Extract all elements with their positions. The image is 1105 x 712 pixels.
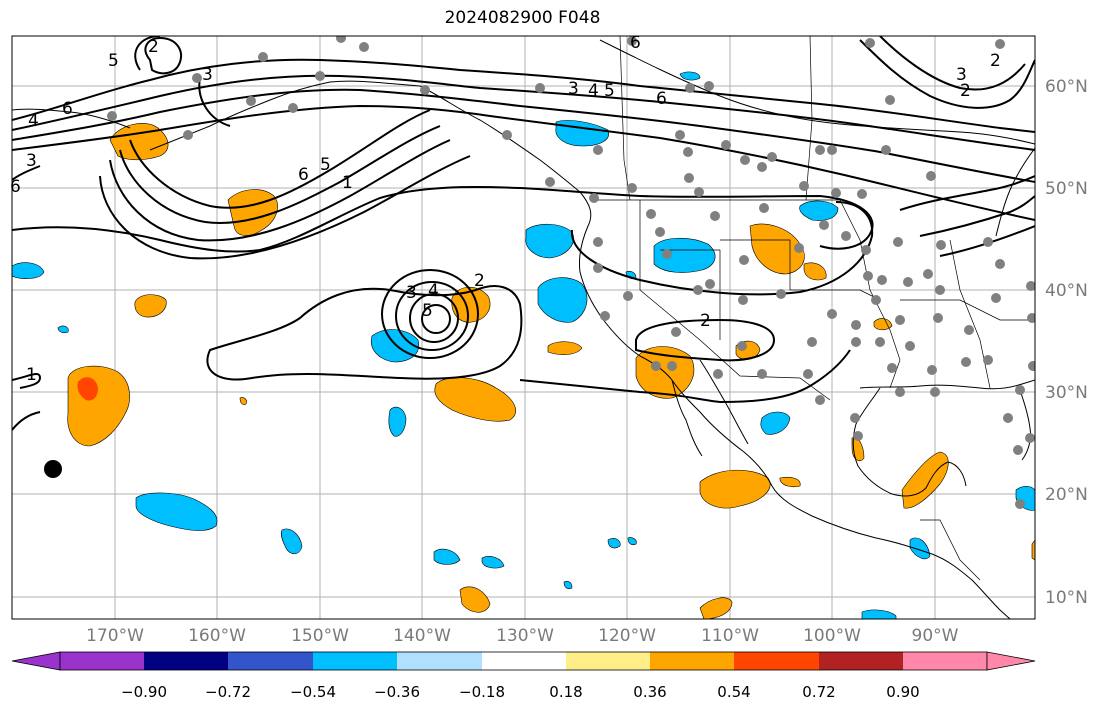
- contour-label: 5: [422, 301, 433, 321]
- colorbar-segment: [228, 652, 313, 670]
- colorbar-segment: [903, 652, 987, 670]
- lon-label: 150°W: [291, 626, 349, 646]
- lat-label: 30°N: [1045, 383, 1088, 403]
- contour-label: 5: [604, 81, 615, 101]
- colorbar-segment: [819, 652, 903, 670]
- lon-label: 120°W: [598, 626, 656, 646]
- colorbar-tick: 0.54: [717, 683, 751, 701]
- colorbar-tick: −0.36: [374, 683, 420, 701]
- colorbar-tick: 0.36: [633, 683, 667, 701]
- lon-label: 100°W: [803, 626, 861, 646]
- contour-label: 3: [956, 65, 967, 85]
- colorbar-segment: [397, 652, 482, 670]
- colorbar-segment: [734, 652, 819, 670]
- colorbar-segment: [60, 652, 144, 670]
- contour-label: 2: [474, 271, 485, 291]
- colorbar-tick: 0.72: [802, 683, 836, 701]
- colorbar-tick: −0.72: [205, 683, 251, 701]
- contour-label: 1: [342, 173, 353, 193]
- strong-positive-areas: [77, 377, 98, 401]
- contour-label: 3: [406, 283, 417, 303]
- colorbar-tick: 0.18: [549, 683, 583, 701]
- contour-lines: [12, 36, 1035, 431]
- contour-label: 4: [428, 281, 439, 301]
- lat-label: 20°N: [1045, 485, 1088, 505]
- contour-label: 6: [298, 165, 309, 185]
- contour-label: 3: [26, 151, 37, 171]
- contour-label: 6: [62, 99, 73, 119]
- lon-label: 140°W: [393, 626, 451, 646]
- contour-labels: 6 4 3 2 3 6 5 1 3 4 5 2 2 3 4 5 6 1 6 2 …: [10, 33, 1001, 385]
- lon-label: 90°W: [911, 626, 959, 646]
- contour-label: 1: [26, 365, 37, 385]
- lat-label: 60°N: [1045, 77, 1088, 97]
- colorbar-segment: [566, 652, 650, 670]
- lon-label: 160°W: [188, 626, 246, 646]
- contour-label: 6: [630, 33, 641, 53]
- contour-label: 3: [202, 65, 213, 85]
- colorbar-tick: −0.54: [290, 683, 336, 701]
- colorbar-extend-low: [11, 651, 61, 671]
- colorbar-segment: [482, 652, 566, 670]
- contour-label: 4: [588, 81, 599, 101]
- lon-label: 170°W: [86, 626, 144, 646]
- lon-label: 110°W: [701, 626, 759, 646]
- contour-label: 2: [990, 51, 1001, 71]
- contour-label: 3: [568, 79, 579, 99]
- contour-label: 6: [10, 177, 21, 197]
- contour-label: 5: [320, 155, 331, 175]
- lat-label: 10°N: [1045, 588, 1088, 608]
- colorbar-tick: −0.90: [121, 683, 167, 701]
- lat-label: 50°N: [1045, 179, 1088, 199]
- gridlines: [12, 36, 1035, 619]
- map-frame: [11, 35, 1036, 620]
- borders: [596, 36, 1035, 581]
- positive-anomaly-areas: [67, 123, 1035, 619]
- contour-label: 2: [148, 37, 159, 57]
- contour-label: 2: [700, 311, 711, 331]
- contour-label: 4: [28, 111, 39, 131]
- lon-label: 130°W: [496, 626, 554, 646]
- colorbar-segment: [313, 652, 397, 670]
- lat-label: 40°N: [1045, 281, 1088, 301]
- large-marker: [44, 460, 62, 478]
- map-title: 2024082900 F048: [444, 8, 601, 28]
- colorbar-tick: 0.90: [886, 683, 920, 701]
- colorbar-extend-high: [986, 651, 1036, 671]
- colorbar-segment: [650, 652, 734, 670]
- colorbar-segment: [144, 652, 228, 670]
- contour-label: 6: [656, 89, 667, 109]
- coastlines: [12, 39, 1035, 619]
- station-dots: [107, 36, 1035, 509]
- colorbar-tick: −0.18: [459, 683, 505, 701]
- colorbar: [11, 651, 1036, 671]
- contour-label: 5: [108, 51, 119, 71]
- contour-label: 2: [960, 81, 971, 101]
